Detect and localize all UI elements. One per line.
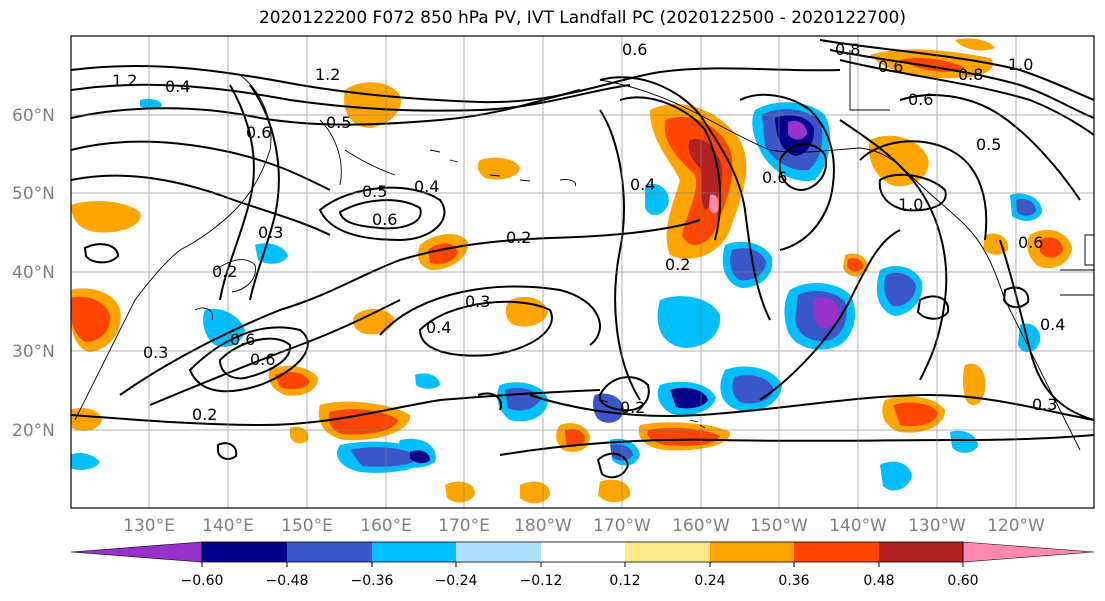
- colorbar-segment: [962, 541, 1095, 563]
- contour-label: 0.2: [212, 262, 237, 281]
- contour-label: 1.2: [315, 65, 340, 84]
- contour-label: 0.2: [506, 228, 531, 247]
- colorbar-segment: [456, 542, 541, 562]
- lon-label: 140°W: [829, 516, 887, 536]
- colorbar-tick-label: 0.36: [778, 573, 809, 589]
- lon-label: 130°E: [123, 516, 175, 536]
- contour-label: 0.6: [878, 57, 903, 76]
- contour-labels: 1.2 0.4 1.2 0.6 0.5 0.6 0.5 0.4 0.6 0.3 …: [112, 40, 1065, 424]
- colorbar-segment: [794, 542, 879, 562]
- contour-label: 0.4: [165, 77, 190, 96]
- contour-label: 1.0: [1008, 55, 1033, 74]
- lat-label: 40°N: [12, 263, 55, 283]
- contour-label: 0.2: [620, 398, 645, 417]
- contour-label: 0.4: [1040, 315, 1065, 334]
- contour-label: 0.6: [230, 330, 255, 349]
- lon-label: 160°E: [360, 516, 412, 536]
- colorbar-segment: [625, 542, 710, 562]
- colorbar: −0.60 −0.48 −0.36 −0.24 −0.12 0.12 0.24 …: [70, 541, 1095, 589]
- colorbar-tick-label: −0.60: [181, 573, 224, 589]
- colorbar-segment: [70, 541, 203, 563]
- lat-label: 20°N: [12, 421, 55, 441]
- contour-label: 0.6: [908, 90, 933, 109]
- contour-label: 1.2: [112, 71, 137, 90]
- contour-label: 0.6: [372, 210, 397, 229]
- contour-label: 0.4: [414, 177, 439, 196]
- contour-label: 0.5: [976, 135, 1001, 154]
- colorbar-tick-label: 0.48: [863, 573, 894, 589]
- colorbar-tick-label: −0.48: [266, 573, 309, 589]
- contour-label: 0.2: [192, 405, 217, 424]
- colorbar-tick-label: 0.60: [947, 573, 978, 589]
- gridlines: [71, 36, 1094, 508]
- lon-label: 180°W: [514, 516, 572, 536]
- lon-label: 120°W: [987, 516, 1045, 536]
- colorbar-segment: [710, 542, 794, 562]
- colorbar-segment: [541, 542, 625, 562]
- colorbar-segment: [287, 542, 372, 562]
- contour-label: 0.6: [250, 350, 275, 369]
- contour-label: 0.6: [1018, 233, 1043, 252]
- colorbar-segment: [202, 542, 287, 562]
- colorbar-tick-label: −0.24: [435, 573, 478, 589]
- lon-label: 150°E: [281, 516, 333, 536]
- colorbar-segment: [372, 542, 456, 562]
- lon-label: 140°E: [202, 516, 254, 536]
- map-panel: 1.2 0.4 1.2 0.6 0.5 0.6 0.5 0.4 0.6 0.3 …: [70, 35, 1095, 509]
- ivt-contours: [71, 39, 1094, 479]
- contour-label: 0.4: [630, 175, 655, 194]
- lon-label: 170°W: [593, 516, 651, 536]
- coastlines: [74, 50, 1094, 451]
- lon-label: 170°E: [438, 516, 490, 536]
- contour-label: 0.2: [665, 255, 690, 274]
- colorbar-tick-label: −0.12: [520, 573, 563, 589]
- contour-label: 0.3: [1032, 395, 1057, 414]
- colorbar-segment: [879, 542, 963, 562]
- contour-label: 0.3: [258, 223, 283, 242]
- lat-label: 30°N: [12, 342, 55, 362]
- contour-label: 0.6: [762, 168, 787, 187]
- contour-label: 0.3: [143, 343, 168, 362]
- map-title: 2020122200 F072 850 hPa PV, IVT Landfall…: [258, 8, 906, 28]
- contour-label: 0.5: [362, 182, 387, 201]
- lon-label: 160°W: [672, 516, 730, 536]
- contour-label: 1.0: [898, 195, 923, 214]
- colorbar-tick-label: −0.36: [351, 573, 394, 589]
- colorbar-ticks: [201, 562, 964, 567]
- contour-label: 0.5: [326, 113, 351, 132]
- longitude-labels: 130°E 140°E 150°E 160°E 170°E 180°W 170°…: [123, 516, 1045, 536]
- lon-label: 130°W: [908, 516, 966, 536]
- contour-label: 0.6: [246, 123, 271, 142]
- lat-label: 50°N: [12, 184, 55, 204]
- lat-label: 60°N: [12, 106, 55, 126]
- contour-label: 0.4: [426, 318, 451, 337]
- contour-label: 0.8: [835, 40, 860, 59]
- latitude-labels: 60°N 50°N 40°N 30°N 20°N: [12, 106, 55, 441]
- contour-label: 0.6: [622, 40, 647, 59]
- lon-label: 150°W: [750, 516, 808, 536]
- colorbar-tick-label: 0.12: [609, 573, 640, 589]
- colorbar-tick-label: 0.24: [694, 573, 725, 589]
- contour-label: 0.3: [465, 292, 490, 311]
- contour-label: 0.8: [958, 65, 983, 84]
